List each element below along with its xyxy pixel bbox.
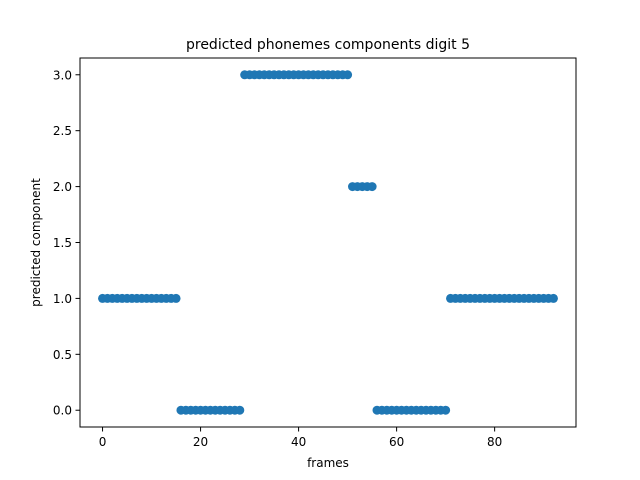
plot-frame	[79, 57, 577, 428]
y-tick-label: 1.0	[53, 292, 72, 306]
data-point	[367, 182, 377, 192]
x-axis: 0 20 40 60 80	[99, 427, 502, 449]
data-point	[171, 293, 181, 303]
y-tick-label: 0.0	[53, 404, 72, 418]
y-tick-label: 2.5	[53, 124, 72, 138]
chart-title: predicted phonemes components digit 5	[186, 37, 470, 53]
data-point	[441, 405, 451, 415]
x-tick-label: 20	[193, 435, 208, 449]
y-tick-label: 3.0	[53, 68, 72, 82]
y-tick-label: 2.0	[53, 180, 72, 194]
data-point	[548, 293, 558, 303]
x-tick-label: 40	[291, 435, 306, 449]
x-tick-label: 80	[487, 435, 502, 449]
y-axis: 0.0 0.5 1.0 1.5 2.0 2.5 3.0	[53, 68, 80, 418]
x-axis-label: frames	[307, 456, 349, 470]
y-tick-label: 0.5	[53, 348, 72, 362]
data-points	[98, 70, 558, 415]
data-point	[343, 70, 353, 80]
data-point	[235, 405, 245, 415]
y-axis-label: predicted component	[29, 178, 43, 307]
x-tick-label: 0	[99, 435, 107, 449]
y-tick-label: 1.5	[53, 236, 72, 250]
x-tick-label: 60	[389, 435, 404, 449]
